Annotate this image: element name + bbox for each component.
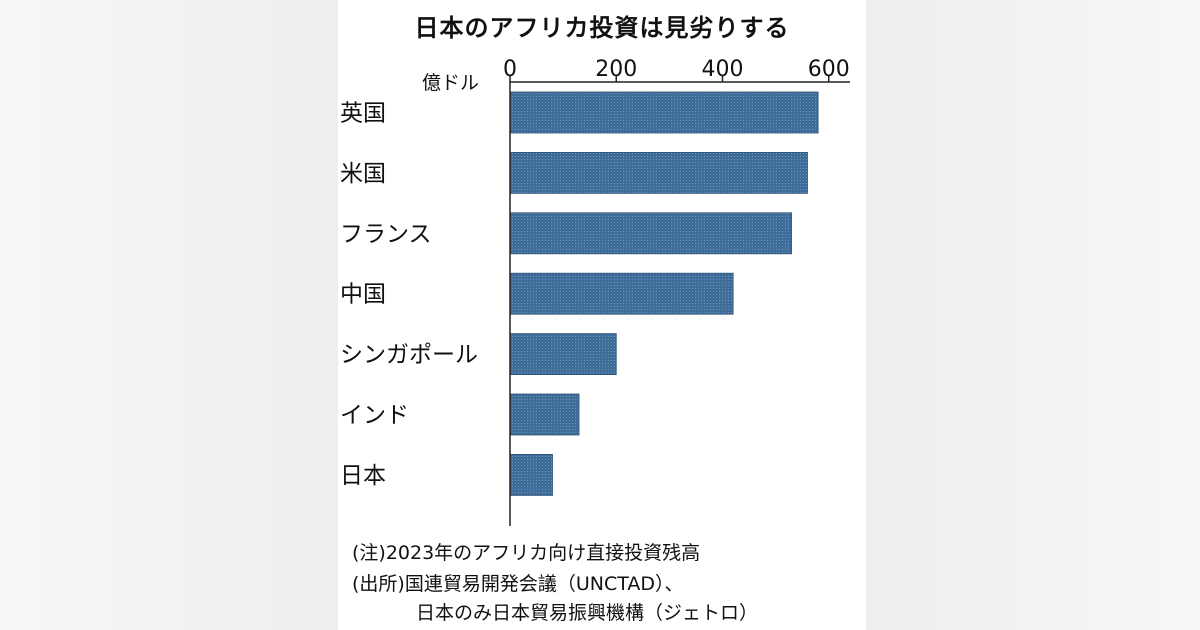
category-label: フランス [340, 221, 432, 247]
category-label: シンガポール [340, 342, 478, 368]
category-label: 中国 [340, 282, 386, 308]
x-tick-label: 400 [702, 57, 744, 82]
chart-card: 日本のアフリカ投資は見劣りする 億ドル 0 200 400 600 英国米国フランス中… [338, 0, 866, 630]
chart-title: 日本のアフリカ投資は見劣りする [414, 14, 790, 42]
bar [509, 151, 808, 194]
x-tick-label: 200 [595, 57, 637, 82]
note-text: (注)2023年のアフリカ向け直接投資残高 [352, 542, 701, 564]
bar [509, 333, 617, 376]
x-tick-label: 0 [503, 57, 517, 82]
bar [509, 453, 553, 496]
bar [509, 272, 734, 315]
bar [509, 212, 792, 255]
category-label: 米国 [340, 161, 386, 187]
bar [509, 91, 819, 134]
source-line-2: 日本のみ日本貿易振興機構（ジェトロ） [416, 602, 759, 624]
source-line-1: (出所)国連貿易開発会議（UNCTAD）、 [352, 573, 684, 595]
category-label: 英国 [340, 101, 386, 127]
x-tick-label: 600 [808, 57, 850, 82]
unit-label: 億ドル [422, 72, 479, 94]
category-label: 日本 [340, 463, 386, 489]
bar [509, 393, 580, 436]
background-right [866, 0, 1200, 630]
background-left [0, 0, 338, 630]
category-label: インド [340, 403, 409, 429]
